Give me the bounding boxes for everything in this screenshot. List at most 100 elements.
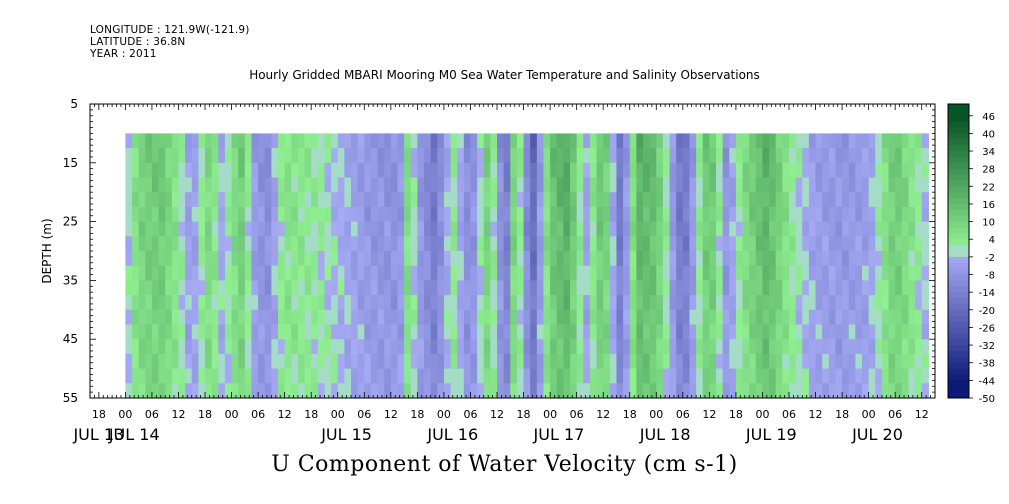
heatmap-cell: [463, 353, 472, 370]
heatmap-cell: [443, 383, 452, 399]
heatmap-cell: [789, 309, 797, 326]
heatmap-cell: [676, 383, 684, 399]
heatmap-cell: [709, 353, 717, 370]
heatmap-cell: [523, 353, 531, 370]
heatmap-cell: [616, 265, 624, 281]
heatmap-cell: [795, 265, 803, 281]
heatmap-cell: [596, 192, 604, 208]
heatmap-cell: [377, 206, 385, 223]
x-hour-tick-label: 12: [384, 408, 398, 421]
heatmap-cell: [875, 133, 883, 149]
heatmap-cell: [463, 236, 472, 252]
heatmap-cell: [915, 339, 923, 355]
heatmap-cell: [629, 162, 637, 179]
heatmap-cell: [284, 162, 292, 179]
heatmap-cell: [616, 133, 624, 149]
heatmap-cell: [205, 251, 213, 267]
heatmap-cell: [165, 251, 173, 267]
heatmap-cell: [769, 206, 777, 223]
heatmap-cell: [291, 206, 299, 223]
heatmap-cell: [324, 383, 332, 399]
heatmap-cell: [324, 221, 332, 237]
heatmap-cell: [729, 148, 737, 164]
heatmap-cell: [516, 192, 525, 208]
heatmap-cell: [848, 148, 856, 164]
heatmap-cell: [271, 206, 279, 223]
heatmap-cell: [211, 309, 219, 326]
heatmap-cell: [138, 383, 146, 399]
heatmap-cell: [696, 236, 704, 252]
heatmap-cell: [151, 295, 160, 311]
heatmap-cell: [324, 133, 332, 149]
heatmap-cell: [178, 162, 186, 179]
heatmap-cell: [443, 177, 452, 193]
heatmap-cell: [337, 324, 345, 340]
heatmap-cell: [669, 353, 677, 370]
heatmap-cell: [470, 251, 478, 267]
heatmap-cell: [762, 280, 770, 296]
heatmap-cell: [138, 265, 146, 281]
heatmap-cell: [244, 383, 253, 399]
heatmap-cell: [782, 339, 790, 355]
heatmap-cell: [881, 383, 890, 399]
heatmap-cell: [868, 162, 876, 179]
heatmap-cell: [198, 339, 206, 355]
heatmap-cell: [158, 280, 166, 296]
heatmap-cell: [556, 236, 564, 252]
heatmap-cell: [311, 339, 319, 355]
heatmap-cell: [735, 192, 744, 208]
heatmap-cell: [364, 309, 372, 326]
heatmap-cell: [755, 236, 764, 252]
heatmap-cell: [390, 133, 399, 149]
heatmap-cell: [656, 368, 664, 384]
heatmap-cell: [530, 324, 538, 340]
heatmap-cell: [543, 251, 551, 267]
heatmap-cell: [430, 383, 438, 399]
heatmap-cell: [417, 309, 425, 326]
heatmap-cell: [377, 353, 385, 370]
heatmap-cell: [351, 148, 359, 164]
heatmap-cell: [291, 324, 299, 340]
heatmap-cell: [145, 148, 153, 164]
heatmap-cell: [921, 265, 929, 281]
heatmap-cell: [238, 265, 246, 281]
heatmap-cell: [709, 339, 717, 355]
heatmap-cell: [563, 221, 571, 237]
heatmap-cell: [676, 324, 684, 340]
heatmap-cell: [205, 162, 213, 179]
heatmap-cell: [583, 324, 591, 340]
heatmap-cell: [470, 221, 478, 237]
heatmap-cell: [218, 383, 226, 399]
heatmap-cell: [497, 221, 505, 237]
x-hour-tick-label: 12: [809, 408, 823, 421]
heatmap-cell: [616, 206, 624, 223]
heatmap-cell: [198, 192, 206, 208]
heatmap-cell: [709, 295, 717, 311]
heatmap-cell: [198, 309, 206, 326]
heatmap-cell: [364, 177, 372, 193]
heatmap-cell: [490, 295, 498, 311]
heatmap-cell: [185, 251, 193, 267]
heatmap-cell: [258, 148, 266, 164]
heatmap-cell: [775, 221, 783, 237]
heatmap-cell: [835, 280, 843, 296]
heatmap-cell: [755, 353, 764, 370]
heatmap-cell: [244, 280, 253, 296]
heatmap-cell: [470, 236, 478, 252]
heatmap-cell: [576, 148, 584, 164]
heatmap-cell: [596, 383, 604, 399]
heatmap-cell: [138, 236, 146, 252]
heatmap-cell: [145, 221, 153, 237]
heatmap-cell: [417, 177, 425, 193]
heatmap-cell: [742, 295, 750, 311]
heatmap-cell: [862, 280, 870, 296]
heatmap-cell: [377, 309, 385, 326]
heatmap-cell: [596, 295, 604, 311]
heatmap-cell: [125, 133, 133, 149]
colorbar-band: [948, 115, 969, 123]
heatmap-cell: [589, 148, 598, 164]
heatmap-cell: [384, 162, 392, 179]
heatmap-cell: [410, 236, 418, 252]
heatmap-cell: [769, 192, 777, 208]
heatmap-cell: [530, 148, 538, 164]
